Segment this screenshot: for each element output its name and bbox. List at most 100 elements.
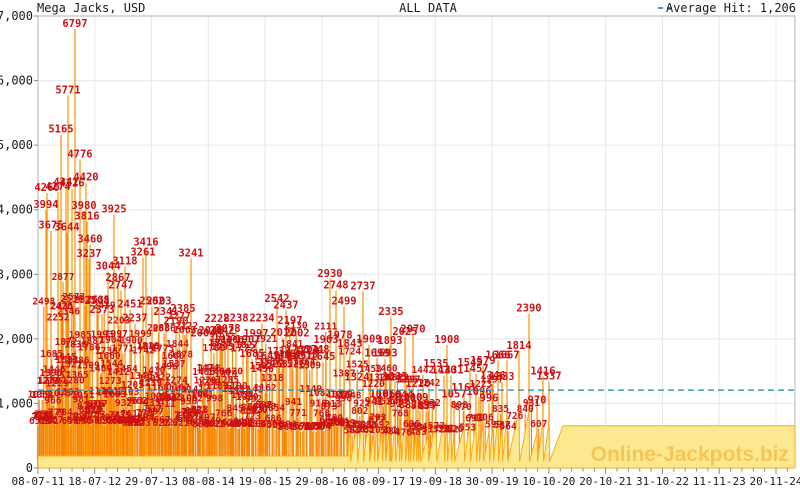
hit-value-label: 1675 [295, 350, 318, 361]
hit-value-label: 911 [158, 399, 175, 410]
hit-value-label: 1075 [48, 389, 71, 400]
hit-value-label: 2535 [87, 294, 110, 305]
hit-value-label: 2439 [93, 301, 116, 312]
hit-value-label: 720 [73, 412, 90, 423]
hit-value-label: 1460 [89, 364, 112, 375]
hit-value-label: 1116 [89, 386, 112, 397]
hit-value-label: 667 [46, 415, 63, 426]
hit-value-label: 1010 [397, 392, 422, 404]
hit-value-label: 1844 [166, 339, 189, 350]
hit-value-label: 1279 [194, 375, 217, 386]
hit-value-label: 650 [112, 416, 129, 427]
x-tick-label: 19-08-15 [239, 475, 292, 488]
hit-value-label: 1526 [280, 358, 305, 370]
hit-value-label: 1002 [180, 393, 203, 404]
y-tick-label: 6,000 [0, 74, 33, 88]
hit-value-label: 1117 [102, 386, 125, 397]
hit-value-label: 870 [247, 402, 264, 413]
hit-value-label: 932 [115, 398, 132, 409]
hit-value-label: 619 [338, 418, 355, 429]
hit-value-label: 996 [480, 393, 499, 405]
hit-value-label: 664 [319, 415, 336, 426]
hit-value-label: 628 [124, 417, 141, 428]
hit-value-label: 5771 [55, 84, 80, 96]
hit-value-label: 677 [368, 414, 385, 425]
hit-value-label: 1525 [346, 360, 369, 371]
hit-value-label: 654 [39, 416, 56, 427]
hit-value-label: 606 [260, 419, 277, 430]
hit-value-label: 650 [62, 416, 79, 427]
hit-value-label: 3416 [133, 236, 158, 248]
hit-value-label: 2025 [392, 326, 417, 338]
hit-value-label: 2498 [32, 297, 55, 308]
hit-value-label: 1667 [494, 349, 519, 361]
hit-value-label: 707 [70, 412, 87, 423]
hit-value-label: 1295 [395, 374, 418, 385]
hit-value-label: 640 [233, 417, 250, 428]
hit-value-label: 2451 [117, 299, 142, 311]
hit-value-label: 1527 [60, 359, 83, 370]
hit-value-label: 3237 [76, 248, 101, 260]
x-tick-label: 29-08-16 [295, 475, 348, 488]
hit-value-label: 1649 [273, 352, 296, 363]
hit-value-label: 1059 [28, 390, 51, 401]
hit-value-label: 2437 [273, 300, 298, 312]
hit-value-label: 659 [118, 415, 135, 426]
hit-value-label: 725 [33, 411, 50, 422]
hit-value-label: 655 [83, 416, 100, 427]
hit-value-label: 1020 [236, 392, 259, 403]
hit-value-label: 1456 [251, 364, 274, 375]
hit-value-label: 1771 [111, 344, 134, 355]
hit-value-label: 1999 [129, 329, 152, 340]
hit-value-label: 606 [403, 419, 420, 430]
hit-value-label: 1057 [441, 389, 466, 401]
hit-value-label: 1205 [121, 380, 144, 391]
hit-value-label: 1544 [100, 358, 123, 369]
hit-value-label: 2737 [350, 280, 375, 292]
hit-value-label: 1466 [198, 363, 221, 374]
hit-value-label: 3644 [54, 222, 79, 234]
hit-value-label: 1250 [197, 377, 220, 388]
hit-value-label: 2004 [190, 328, 215, 340]
hit-value-label: 981 [72, 395, 89, 406]
hit-value-label: 1054 [231, 390, 254, 401]
hit-value-label: 1509 [77, 361, 100, 372]
hit-value-label: 1921 [254, 334, 277, 345]
hit-value-label: 1015 [160, 392, 183, 403]
hit-value-label: 1324 [378, 373, 401, 384]
average-legend-label: Average Hit: 1,206 [666, 1, 796, 15]
hit-value-label: 1978 [327, 329, 352, 341]
hit-value-label: 561 [292, 422, 309, 433]
hit-value-label: 1430 [431, 365, 456, 377]
hit-value-label: 772 [182, 408, 199, 419]
hit-value-label: 996 [160, 394, 177, 405]
hit-value-label: 1535 [423, 358, 448, 370]
hit-value-label: 674 [66, 414, 83, 425]
hit-value-label: 1297 [398, 374, 421, 385]
hit-value-label: 1527 [259, 358, 284, 370]
hit-value-label: 655 [116, 416, 133, 427]
hit-value-label: 735 [174, 411, 191, 422]
hit-value-label: 1430 [143, 366, 166, 377]
hit-value-label: 1048 [339, 390, 362, 401]
hit-value-label: 700 [467, 413, 484, 424]
x-tick-label: 11-11-23 [693, 475, 746, 488]
hit-value-label: 600 [192, 419, 209, 430]
hit-value-label: 1674 [268, 350, 291, 361]
hit-value-label: 1324 [344, 372, 369, 384]
hit-value-label: 700 [326, 413, 343, 424]
hit-value-label: 682 [177, 414, 194, 425]
hit-value-label: 2335 [378, 306, 403, 318]
hit-value-label: 1474 [196, 363, 219, 374]
hit-value-label: 1274 [165, 376, 188, 387]
hit-value-label: 856 [241, 403, 258, 414]
hit-value-label: 667 [153, 415, 170, 426]
hit-value-label: 1059 [330, 390, 353, 401]
x-tick-label: 18-07-12 [68, 475, 121, 488]
hit-value-label: 1027 [145, 392, 168, 403]
hit-value-label: 1318 [261, 373, 284, 384]
hit-value-label: 501 [380, 426, 397, 437]
hit-value-label: 1454 [115, 364, 138, 375]
hit-value-label: 1229 [46, 379, 69, 390]
hit-value-label: 1993 [91, 329, 114, 340]
